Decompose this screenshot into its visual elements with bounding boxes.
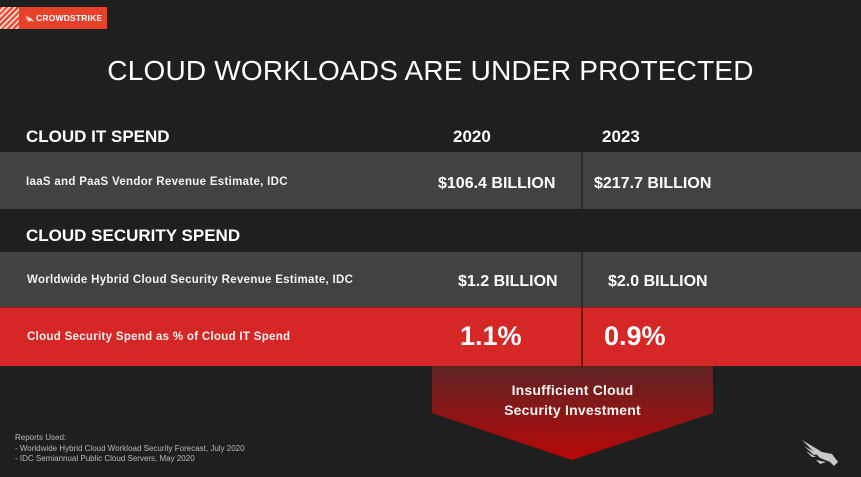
table-row: Worldwide Hybrid Cloud Security Revenue … bbox=[0, 252, 861, 307]
logo-stripes bbox=[0, 7, 19, 29]
footnote-item: - Worldwide Hybrid Cloud Workload Securi… bbox=[15, 443, 245, 453]
callout-line-1: Insufficient Cloud bbox=[511, 382, 634, 398]
value-2020: $1.2 BILLION bbox=[458, 273, 558, 290]
table-row: IaaS and PaaS Vendor Revenue Estimate, I… bbox=[0, 152, 861, 209]
percent-2020: 1.1% bbox=[460, 321, 522, 351]
section-heading-cloud-it-spend: CLOUD IT SPEND bbox=[26, 127, 170, 146]
column-divider bbox=[581, 152, 583, 209]
row-label: Worldwide Hybrid Cloud Security Revenue … bbox=[27, 274, 354, 286]
row-label: Cloud Security Spend as % of Cloud IT Sp… bbox=[27, 331, 291, 343]
falcon-icon bbox=[25, 15, 34, 22]
column-header-2020: 2020 bbox=[453, 127, 491, 146]
table-row-highlight: Cloud Security Spend as % of Cloud IT Sp… bbox=[0, 307, 861, 366]
section-heading-cloud-security-spend: CLOUD SECURITY SPEND bbox=[26, 226, 241, 245]
footnote-item: - IDC Semiannual Public Cloud Servers, M… bbox=[15, 454, 195, 463]
row-label: IaaS and PaaS Vendor Revenue Estimate, I… bbox=[26, 176, 288, 188]
column-header-2023: 2023 bbox=[602, 127, 640, 146]
column-divider bbox=[581, 252, 583, 307]
brand-name: CROWDSTRIKE bbox=[36, 13, 103, 23]
footnotes-heading: Reports Used: bbox=[15, 433, 67, 442]
value-2023: $217.7 BILLION bbox=[594, 175, 712, 192]
value-2023: $2.0 BILLION bbox=[608, 273, 708, 290]
value-2020: $106.4 BILLION bbox=[438, 175, 556, 192]
crowdstrike-logo: CROWDSTRIKE bbox=[19, 7, 107, 29]
falcon-icon bbox=[802, 440, 838, 466]
column-divider bbox=[581, 308, 583, 366]
callout-line-2: Security Investment bbox=[504, 402, 641, 418]
slide-title: CLOUD WORKLOADS ARE UNDER PROTECTED bbox=[107, 55, 754, 86]
percent-2023: 0.9% bbox=[604, 321, 666, 351]
footnotes: Reports Used: - Worldwide Hybrid Cloud W… bbox=[15, 433, 245, 465]
